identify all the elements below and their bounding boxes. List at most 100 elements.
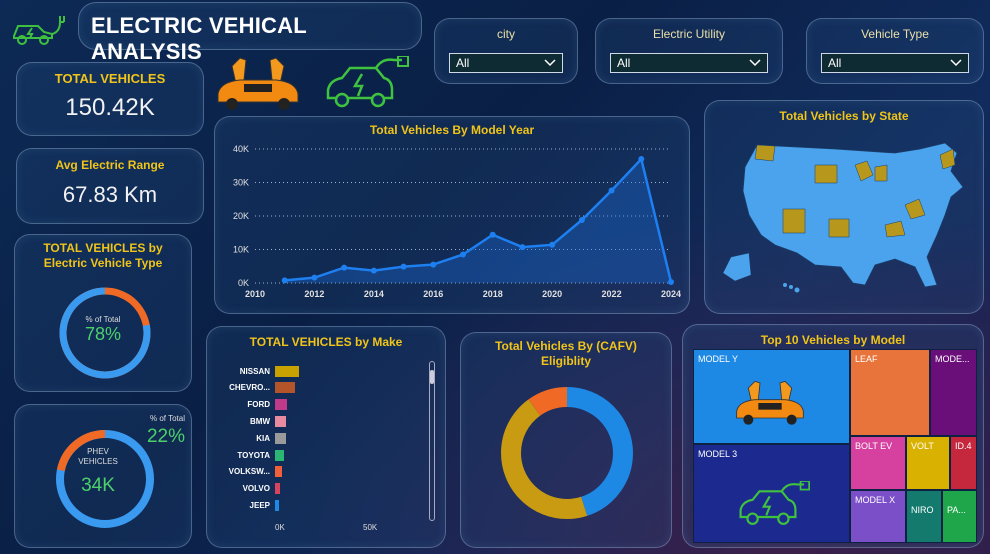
bar[interactable] [275,432,286,444]
bar-row[interactable]: KIA [223,432,286,444]
phev-pct-value: 22% [146,426,185,447]
phev-inner-value: 34K [81,475,115,496]
city-dropdown[interactable]: All [449,53,563,73]
bar-row[interactable]: CHEVRO... [223,382,296,394]
treemap-cell[interactable]: PA... [942,490,977,543]
bar[interactable] [275,399,288,411]
electric-utility-dropdown-value: All [617,56,631,70]
x-tick-label: 2012 [304,289,324,299]
data-point[interactable] [638,156,645,163]
make-bar-chart: NISSAN CHEVRO... FORD BMW KIA TOYOTA VOLKSW...… [223,365,423,519]
make-card: TOTAL VEHICLES by Make NISSAN CHEVRO... FO… [206,326,446,548]
vehicle-type-dropdown[interactable]: All [821,53,969,73]
x-tick-label: 2016 [423,289,443,299]
donut-slice[interactable] [501,387,633,519]
treemap-chart: MODEL Y MODEL 3 LEAF MODE... BOLT EV [693,349,977,543]
y-tick-label: 30K [233,178,249,188]
vehicle-type-dropdown-value: All [828,56,842,70]
treemap-cell[interactable]: NIRO [906,490,942,543]
bar[interactable] [275,415,287,427]
cafv-donut-chart [501,387,633,519]
electric-utility-dropdown[interactable]: All [610,53,768,73]
bar-label: NISSAN [239,366,270,376]
treemap-cell[interactable]: BOLT EV [850,436,906,490]
x-tick-label: 2022 [602,289,622,299]
city-dropdown-value: All [456,56,470,70]
data-point[interactable] [400,263,407,270]
treemap-cell-label: MODEL 3 [698,449,738,459]
bar-label: CHEVRO... [229,383,270,393]
treemap-cell-label: MODEL X [855,495,896,505]
make-axis-tick-1: 50K [363,523,378,532]
data-point[interactable] [460,251,466,258]
x-tick-label: 2018 [483,289,503,299]
data-point[interactable] [430,261,437,268]
electric-utility-filter[interactable]: Electric Utility All [595,18,783,84]
electric-utility-filter-label: Electric Utility [652,27,725,41]
ev-logo-icon [8,8,72,48]
treemap-cell[interactable]: VOLT [906,436,950,490]
bar[interactable] [275,365,299,377]
bar-row[interactable]: VOLKSW... [223,466,283,478]
city-filter[interactable]: city All [434,18,578,84]
treemap-cell[interactable]: MODE... [930,349,977,436]
ev-type-title: TOTAL VEHICLES by Electric Vehicle Type [43,241,163,270]
bar[interactable] [275,382,296,394]
donut-slice[interactable] [501,387,633,519]
treemap-card: Top 10 Vehicles by Model MODEL Y MODEL 3 [682,324,984,548]
y-tick-label: 10K [233,245,249,255]
bar[interactable] [275,499,280,511]
bar[interactable] [275,449,284,461]
total-vehicles-card: TOTAL VEHICLES 150.42K [16,62,204,136]
cafv-title: Total Vehicles By (CAFV) Eligiblity [495,339,637,368]
data-point[interactable] [578,217,585,224]
treemap-cell-label: VOLT [911,441,934,451]
treemap-title: Top 10 Vehicles by Model [760,333,906,347]
make-scrollbar[interactable] [429,361,435,521]
data-point[interactable] [549,241,556,248]
bar[interactable] [275,466,283,478]
data-point[interactable] [370,267,377,274]
avg-range-value: 67.83 Km [62,182,158,207]
treemap-cell[interactable]: MODEL Y [693,349,850,444]
treemap-cell[interactable]: ID.4 [950,436,977,490]
bar-row[interactable]: FORD [223,399,288,411]
ev-type-card: TOTAL VEHICLES by Electric Vehicle Type … [14,234,192,392]
data-point[interactable] [311,274,318,281]
y-tick-label: 20K [233,211,249,221]
data-point[interactable] [341,264,348,271]
bar-row[interactable]: VOLVO [223,483,281,495]
bar-label: TOYOTA [237,450,270,460]
chevron-down-icon [950,56,962,70]
vehicle-type-filter-label: Vehicle Type [861,27,929,41]
treemap-cell-label: LEAF [855,354,878,364]
data-point[interactable] [281,277,288,284]
phev-inner-label: PHEV VEHICLES [78,447,118,466]
model-year-card: Total Vehicles By Model Year 0K 10K 20K 30K… [214,116,690,314]
total-vehicles-label: TOTAL VEHICLES [54,71,166,86]
bar-row[interactable]: NISSAN [223,365,299,377]
bar[interactable] [275,483,281,495]
x-tick-label: 2010 [245,289,265,299]
vehicle-type-filter[interactable]: Vehicle Type All [806,18,984,84]
bar-row[interactable]: JEEP [223,499,280,511]
data-point[interactable] [608,187,615,194]
make-scrollbar-thumb[interactable] [430,370,434,384]
data-point[interactable] [489,231,496,238]
sports-car-image [210,54,306,114]
avg-range-card: Avg Electric Range 67.83 Km [16,148,204,224]
bar-row[interactable]: BMW [223,415,287,427]
treemap-cell[interactable]: MODEL X [850,490,906,543]
treemap-cell[interactable]: MODEL 3 [693,444,850,543]
bar-label: FORD [247,400,270,410]
bar-label: JEEP [249,500,270,510]
bar-label: BMW [250,416,270,426]
state-map-title: Total Vehicles by State [779,109,909,123]
model-year-title: Total Vehicles By Model Year [369,123,535,137]
data-point[interactable] [668,278,674,285]
ev-type-inner-value: 78% [84,324,122,344]
bar-row[interactable]: TOYOTA [223,449,284,461]
treemap-cell[interactable]: LEAF [850,349,930,436]
us-map [722,142,964,293]
data-point[interactable] [519,244,526,251]
